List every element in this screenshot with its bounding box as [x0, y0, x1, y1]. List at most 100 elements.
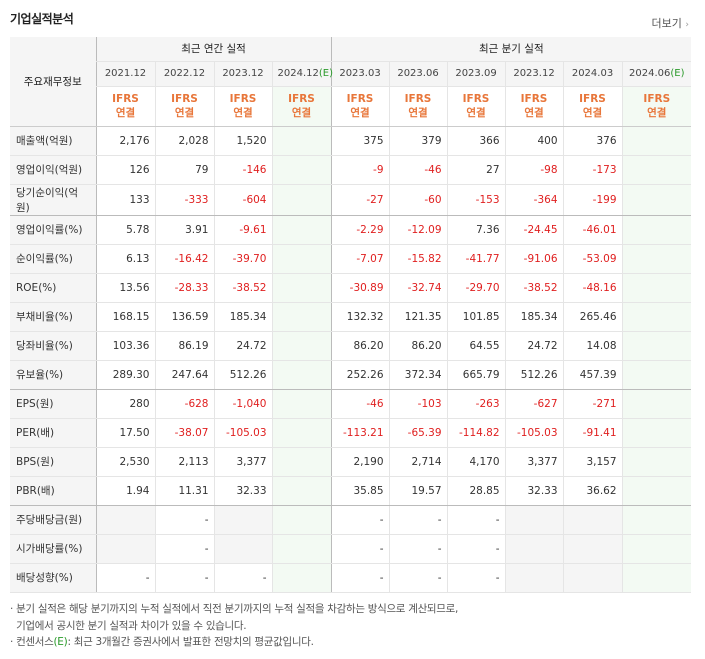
ifrs-header: IFRS 연결 — [95, 86, 155, 127]
ifrs-header: IFRS 연결 — [562, 86, 623, 127]
ifrs-label: IFRS — [229, 93, 257, 105]
table-cell: -271 — [562, 389, 623, 419]
table-cell: 457.39 — [562, 360, 623, 390]
table-row: 주당배당금(원) - - - - — [10, 505, 692, 535]
table-cell — [271, 418, 332, 448]
table-cell: -333 — [154, 184, 214, 216]
period-header: 2024.03 — [562, 61, 623, 87]
table-cell: -12.09 — [388, 215, 448, 245]
table-cell: -65.39 — [388, 418, 448, 448]
table-cell — [504, 505, 564, 535]
table-cell: 36.62 — [562, 476, 623, 506]
table-cell: 6.13 — [95, 244, 155, 274]
table-cell: - — [446, 563, 506, 593]
table-cell: -39.70 — [213, 244, 272, 274]
ifrs-label: IFRS — [404, 93, 432, 105]
table-row: PBR(배) 1.94 11.31 32.33 35.85 19.57 28.85 32.33… — [10, 476, 692, 506]
row-label: EPS(원) — [10, 389, 96, 419]
table-cell: 79 — [154, 155, 214, 185]
table-cell — [271, 331, 332, 361]
table-cell — [95, 505, 155, 535]
table-cell: - — [154, 534, 214, 564]
consolidated-label: 연결 — [647, 107, 667, 119]
row-label: 유보율(%) — [10, 360, 96, 390]
table-cell: 86.19 — [154, 331, 214, 361]
period-label: 2023.03 — [339, 68, 381, 79]
table-cell — [271, 534, 332, 564]
row-label: 영업이익률(%) — [10, 215, 96, 245]
table-cell: 3,157 — [562, 447, 623, 477]
row-label: ROE(%) — [10, 273, 96, 303]
group-annual-header: 최근 연간 실적 — [95, 37, 332, 62]
footnote-3: · 컨센서스(E): 최근 3개월간 증권사에서 발표한 전망치의 평균값입니다… — [10, 634, 458, 651]
ifrs-label: IFRS — [288, 93, 315, 105]
footnote-1: · 분기 실적은 해당 분기까지의 누적 실적에서 직전 분기까지의 누적 실적… — [10, 603, 459, 615]
table-cell: - — [446, 534, 506, 564]
table-cell: 512.26 — [504, 360, 564, 390]
table-cell — [562, 563, 623, 593]
table-cell: -60 — [388, 184, 448, 216]
table-cell — [621, 505, 692, 535]
consolidated-label: 연결 — [233, 107, 253, 119]
table-cell: -105.03 — [504, 418, 564, 448]
row-label: PBR(배) — [10, 476, 96, 506]
footnote-3-suffix: : 최근 3개월간 증권사에서 발표한 전망치의 평균값입니다. — [67, 636, 314, 648]
table-cell: 101.85 — [446, 302, 506, 332]
table-cell: -24.45 — [504, 215, 564, 245]
table-cell: - — [330, 563, 390, 593]
table-cell — [621, 126, 692, 156]
table-cell — [271, 184, 332, 216]
ifrs-label: IFRS — [579, 93, 606, 105]
chevron-right-icon: › — [685, 20, 689, 30]
period-header: 2024.12(E) — [271, 61, 333, 87]
table-cell: - — [154, 563, 214, 593]
table-cell — [271, 155, 332, 185]
period-label: 2024.06 — [629, 68, 671, 79]
table-cell: - — [388, 563, 448, 593]
table-cell: 19.57 — [388, 476, 448, 506]
period-label: 2024.03 — [571, 68, 614, 79]
table-cell: 14.08 — [562, 331, 623, 361]
table-cell — [213, 505, 272, 535]
table-cell: -146 — [213, 155, 272, 185]
row-label: 부채비율(%) — [10, 302, 96, 332]
table-cell: - — [213, 563, 272, 593]
row-label: 시가배당률(%) — [10, 534, 96, 564]
table-cell: -46.01 — [562, 215, 623, 245]
table-cell: 2,176 — [95, 126, 155, 156]
table-cell — [621, 215, 692, 245]
period-label: 2023.06 — [397, 68, 439, 79]
table-cell: 64.55 — [446, 331, 506, 361]
group-quarter-header: 최근 분기 실적 — [330, 37, 692, 62]
table-cell: -103 — [388, 389, 448, 419]
table-cell: 126 — [95, 155, 155, 185]
table-cell: 32.33 — [504, 476, 564, 506]
table-cell — [621, 331, 692, 361]
table-row: 영업이익(억원) 126 79 -146 -9 -46 27 -98 -173 — [10, 155, 692, 185]
table-cell: 289.30 — [95, 360, 155, 390]
row-label: 영업이익(억원) — [10, 155, 96, 185]
more-link[interactable]: 더보기 › — [652, 15, 689, 31]
table-cell — [271, 302, 332, 332]
consolidated-label: 연결 — [408, 107, 428, 119]
table-cell: 13.56 — [95, 273, 155, 303]
consolidated-label: 연결 — [115, 107, 136, 119]
table-cell: 86.20 — [330, 331, 390, 361]
table-cell: 265.46 — [562, 302, 623, 332]
row-header-label: 주요재무정보 — [10, 37, 96, 127]
financial-table: 주요재무정보 최근 연간 실적 최근 분기 실적 2021.12 2022.12 2… — [10, 37, 692, 593]
table-cell — [213, 534, 272, 564]
table-cell: 86.20 — [388, 331, 448, 361]
ifrs-header: IFRS 연결 — [330, 86, 390, 127]
table-cell — [271, 389, 332, 419]
table-row: 순이익률(%) 6.13 -16.42 -39.70 -7.07 -15.82 -41.77… — [10, 244, 692, 274]
row-label: 당좌비율(%) — [10, 331, 96, 361]
table-cell: 375 — [330, 126, 390, 156]
table-row: 유보율(%) 289.30 247.64 512.26 252.26 372.34 665.… — [10, 360, 692, 390]
row-label: 배당성향(%) — [10, 563, 96, 593]
table-row: 부채비율(%) 168.15 136.59 185.34 132.32 121.35 101… — [10, 302, 692, 332]
table-cell — [504, 534, 564, 564]
consolidated-label: 연결 — [350, 107, 370, 119]
table-cell: -364 — [504, 184, 564, 216]
table-cell: 400 — [504, 126, 564, 156]
